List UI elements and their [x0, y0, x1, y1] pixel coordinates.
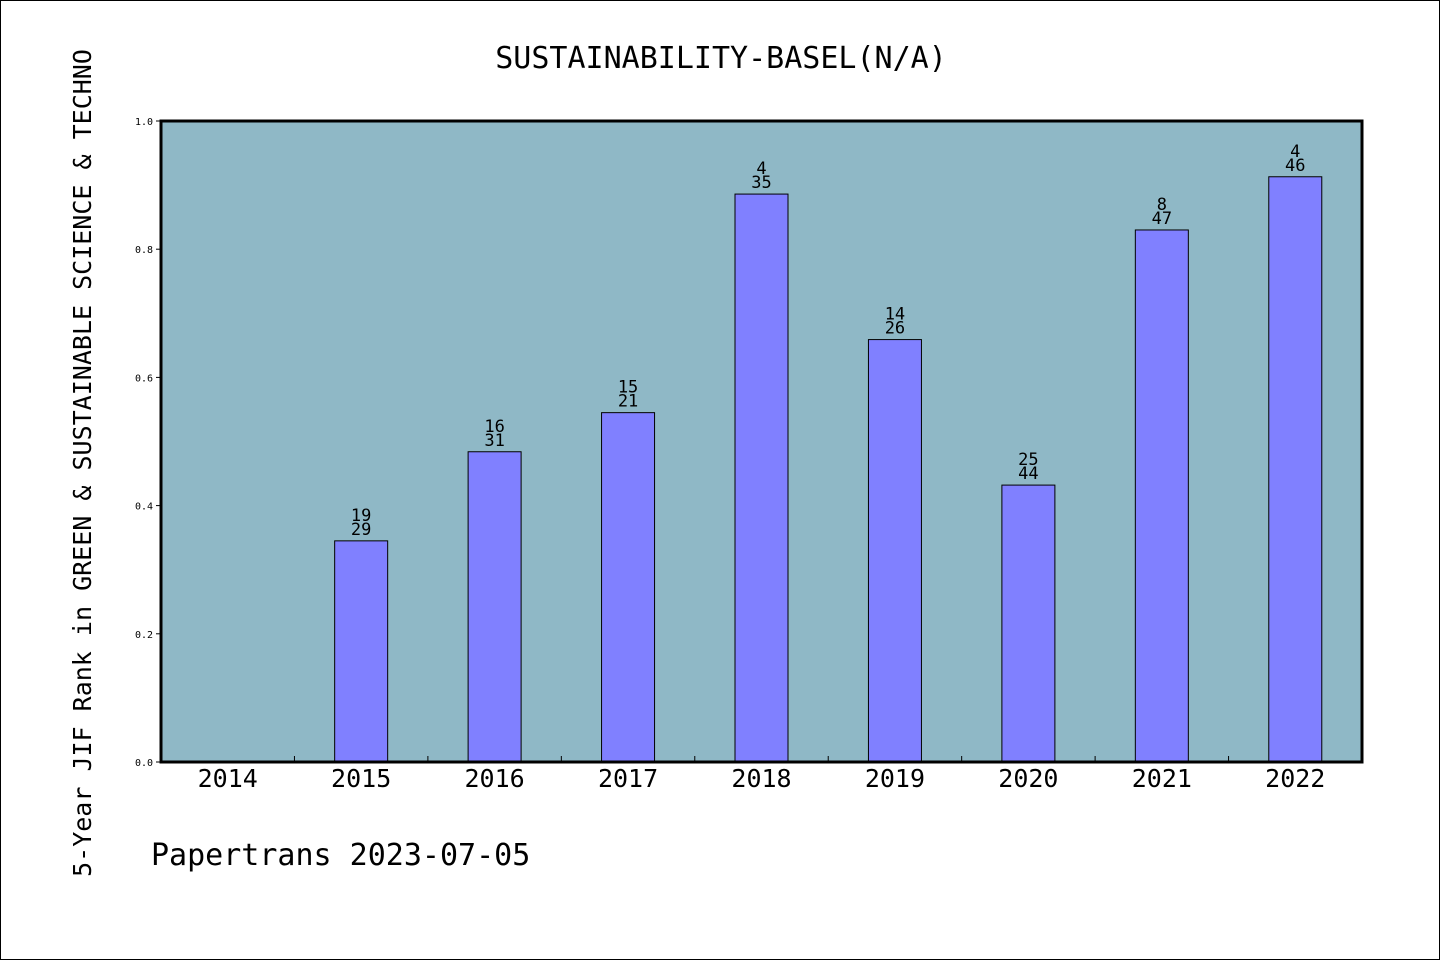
bar-rank-label-2021: 8 [1157, 195, 1167, 215]
bar-rank-label-2022: 4 [1290, 142, 1300, 162]
bar-2017 [601, 412, 656, 763]
bar-total-label-2019: 26 [885, 319, 905, 339]
y-tick-label-0.8: 0.8 [135, 245, 153, 256]
y-tick-label-1.0: 1.0 [135, 117, 153, 128]
bars-layer [334, 176, 1323, 763]
bar-rank-label-2016: 16 [484, 417, 504, 437]
bar-2022 [1268, 176, 1323, 763]
y-tick-label-0.0: 0.0 [135, 758, 153, 769]
bar-total-label-2021: 47 [1152, 209, 1172, 229]
y-axis: 0.0 0.2 0.4 0.6 0.8 1.0 [135, 117, 161, 769]
bar-rank-label-2020: 25 [1018, 450, 1038, 470]
bar-2018 [734, 193, 789, 763]
bar-total-label-2022: 46 [1285, 156, 1305, 176]
bar-2020 [1001, 484, 1056, 763]
x-tick-label-2017: 2017 [598, 764, 658, 793]
bar-rank-label-2019: 14 [885, 305, 905, 325]
y-axis-label: 5-Year JIF Rank in GREEN & SUSTAINABLE S… [68, 49, 97, 877]
bar-2016 [467, 451, 522, 763]
x-tick-label-2022: 2022 [1265, 764, 1325, 793]
x-tick-label-2019: 2019 [865, 764, 925, 793]
bar-2019 [867, 339, 922, 763]
x-tick-label-2014: 2014 [198, 764, 258, 793]
bar-total-label-2016: 31 [484, 431, 504, 451]
y-tick-label-0.2: 0.2 [135, 630, 153, 641]
bar-2021 [1134, 229, 1189, 763]
bar-rank-label-2018: 4 [756, 159, 766, 179]
bar-rank-label-2017: 15 [618, 378, 638, 398]
plot-border [159, 119, 1364, 764]
x-tick-label-2016: 2016 [465, 764, 525, 793]
bar-total-label-2017: 21 [618, 392, 638, 412]
chart-title: SUSTAINABILITY-BASEL(N/A) [495, 41, 947, 76]
x-tick-label-2015: 2015 [331, 764, 391, 793]
bar-2015 [334, 540, 389, 763]
bar-total-label-2018: 35 [751, 173, 771, 193]
x-tick-label-2020: 2020 [998, 764, 1058, 793]
bar-rank-label-2015: 19 [351, 506, 371, 526]
y-tick-label-0.6: 0.6 [135, 373, 153, 384]
footer-text: Papertrans 2023-07-05 [151, 838, 530, 873]
x-tick-label-2021: 2021 [1132, 764, 1192, 793]
x-axis: 2014 2015 2016 2017 2018 2019 2020 2021 2022 [198, 756, 1325, 793]
y-tick-label-0.4: 0.4 [135, 502, 153, 513]
bar-total-label-2020: 44 [1018, 464, 1038, 484]
bar-total-label-2015: 29 [351, 520, 371, 540]
x-tick-label-2018: 2018 [731, 764, 791, 793]
